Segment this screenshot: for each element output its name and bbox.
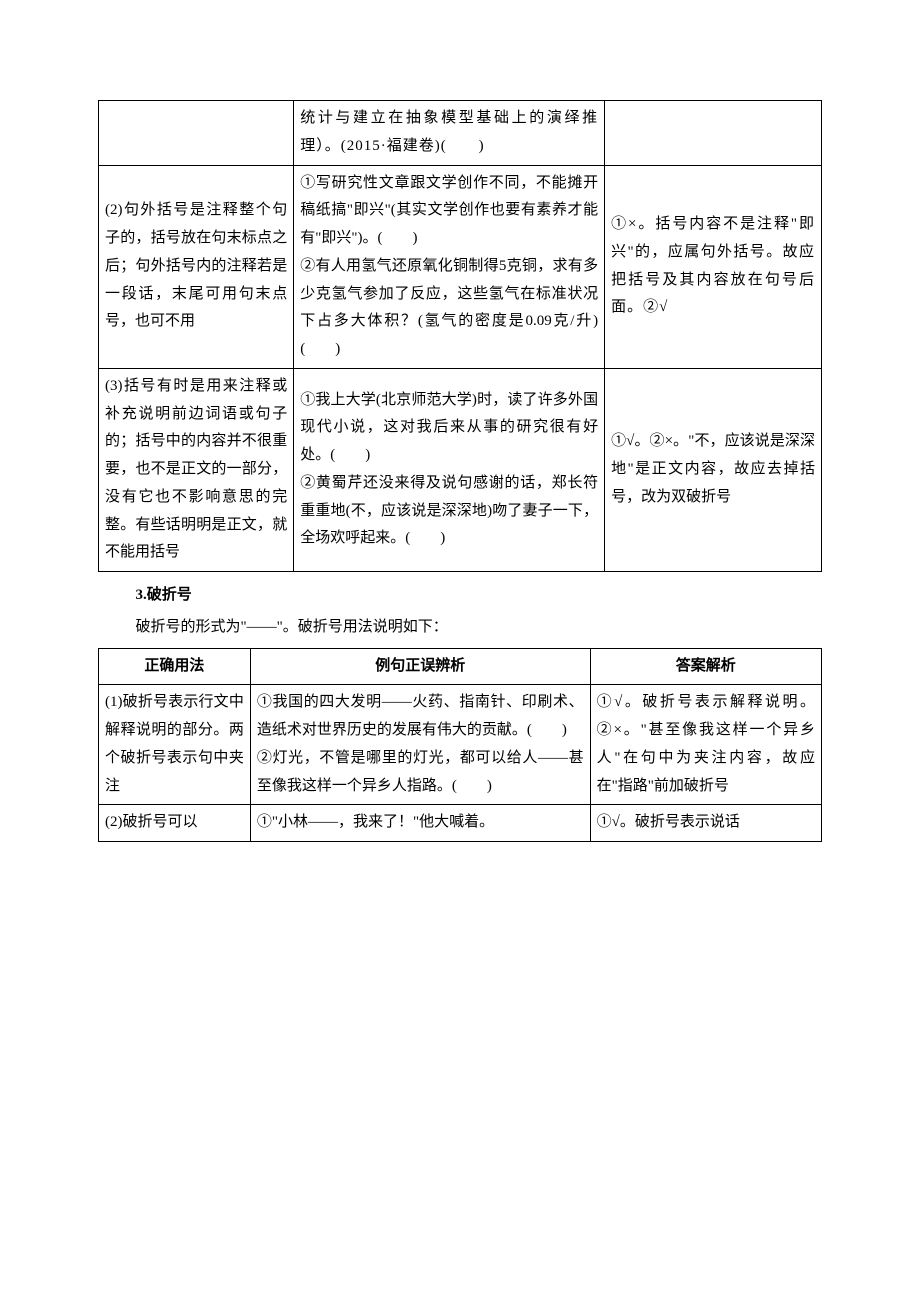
section-desc-dash: 破折号的形式为"——"。破折号用法说明如下： bbox=[98, 614, 822, 642]
cell-usage: (3)括号有时是用来注释或补充说明前边词语或句子的；括号中的内容并不很重要，也不… bbox=[99, 368, 294, 571]
cell-analysis: ①×。括号内容不是注释"即兴"的，应属句外括号。故应把括号及其内容放在句号后面。… bbox=[605, 165, 822, 368]
table-row: (1)破折号表示行文中解释说明的部分。两个破折号表示句中夹注 ①我国的四大发明—… bbox=[99, 685, 822, 805]
header-example: 例句正误辨析 bbox=[250, 648, 590, 685]
table-parentheses: 统计与建立在抽象模型基础上的演绎推理）。(2015·福建卷)( ) (2)句外括… bbox=[98, 100, 822, 572]
cell-usage: (1)破折号表示行文中解释说明的部分。两个破折号表示句中夹注 bbox=[99, 685, 251, 805]
cell-example: ①写研究性文章跟文学创作不同，不能摊开稿纸搞"即兴"(其实文学创作也要有素养才能… bbox=[294, 165, 605, 368]
table-header-row: 正确用法 例句正误辨析 答案解析 bbox=[99, 648, 822, 685]
cell-example: ①我国的四大发明——火药、指南针、印刷术、造纸术对世界历史的发展有伟大的贡献。(… bbox=[250, 685, 590, 805]
cell-example: 统计与建立在抽象模型基础上的演绎推理）。(2015·福建卷)( ) bbox=[294, 101, 605, 166]
cell-usage: (2)破折号可以 bbox=[99, 805, 251, 842]
table-row: 统计与建立在抽象模型基础上的演绎推理）。(2015·福建卷)( ) bbox=[99, 101, 822, 166]
table-row: (2)句外括号是注释整个句子的，括号放在句末标点之后；句外括号内的注释若是一段话… bbox=[99, 165, 822, 368]
cell-analysis: ①√。破折号表示说话 bbox=[590, 805, 821, 842]
cell-analysis: ①√。②×。"不，应该说是深深地"是正文内容，故应去掉括号，改为双破折号 bbox=[605, 368, 822, 571]
cell-example: ①"小林——，我来了！"他大喊着。 bbox=[250, 805, 590, 842]
cell-analysis bbox=[605, 101, 822, 166]
cell-usage bbox=[99, 101, 294, 166]
table-row: (3)括号有时是用来注释或补充说明前边词语或句子的；括号中的内容并不很重要，也不… bbox=[99, 368, 822, 571]
header-usage: 正确用法 bbox=[99, 648, 251, 685]
table-dash: 正确用法 例句正误辨析 答案解析 (1)破折号表示行文中解释说明的部分。两个破折… bbox=[98, 648, 822, 843]
cell-example: ①我上大学(北京师范大学)时，读了许多外国现代小说，这对我后来从事的研究很有好处… bbox=[294, 368, 605, 571]
table-row: (2)破折号可以 ①"小林——，我来了！"他大喊着。 ①√。破折号表示说话 bbox=[99, 805, 822, 842]
cell-usage: (2)句外括号是注释整个句子的，括号放在句末标点之后；句外括号内的注释若是一段话… bbox=[99, 165, 294, 368]
section-heading-dash: 3.破折号 bbox=[98, 582, 822, 610]
header-analysis: 答案解析 bbox=[590, 648, 821, 685]
cell-analysis: ①√。破折号表示解释说明。②×。"甚至像我这样一个异乡人"在句中为夹注内容，故应… bbox=[590, 685, 821, 805]
